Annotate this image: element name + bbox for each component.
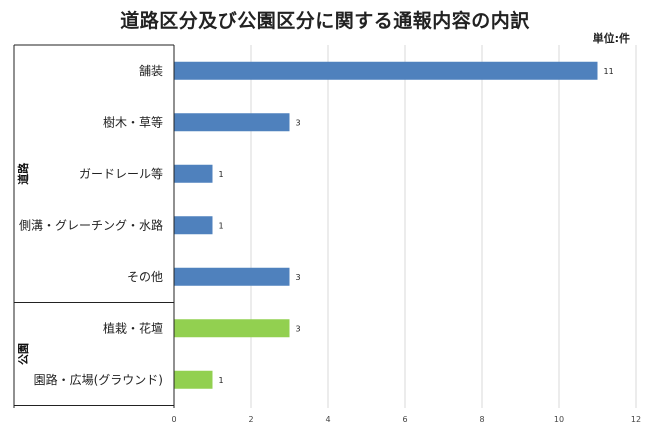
data-label: 1 [219, 170, 224, 179]
bar [174, 164, 213, 183]
category-label: 園路・広場(グラウンド) [34, 372, 163, 387]
bar [174, 61, 598, 80]
group-label: 公園 [17, 343, 30, 365]
bar [174, 267, 290, 286]
x-tick-label: 10 [554, 415, 564, 424]
x-tick-label: 8 [479, 415, 484, 424]
category-label: 舗装 [139, 64, 163, 78]
bar [174, 113, 290, 132]
bar [174, 216, 213, 235]
chart-title: 道路区分及び公園区分に関する通報内容の内訳 [120, 10, 530, 32]
group-label: 道路 [16, 162, 30, 185]
data-label: 1 [219, 376, 224, 385]
bar [174, 319, 290, 338]
x-tick-label: 12 [631, 415, 641, 424]
category-label: 側溝・グレーチング・水路 [19, 217, 163, 232]
data-label: 3 [296, 273, 301, 282]
category-label: その他 [127, 270, 163, 284]
bar [174, 370, 213, 389]
unit-label: 単位:件 [592, 32, 630, 45]
category-label: 樹木・草等 [103, 115, 163, 129]
x-tick-label: 2 [248, 415, 253, 424]
category-label: ガードレール等 [79, 167, 163, 181]
data-label: 11 [604, 67, 614, 76]
x-tick-label: 6 [402, 415, 407, 424]
x-tick-label: 0 [171, 415, 176, 424]
category-label: 植栽・花壇 [103, 320, 163, 335]
x-tick-label: 4 [325, 415, 330, 424]
data-label: 1 [219, 221, 224, 230]
data-label: 3 [296, 118, 301, 127]
data-label: 3 [296, 324, 301, 333]
